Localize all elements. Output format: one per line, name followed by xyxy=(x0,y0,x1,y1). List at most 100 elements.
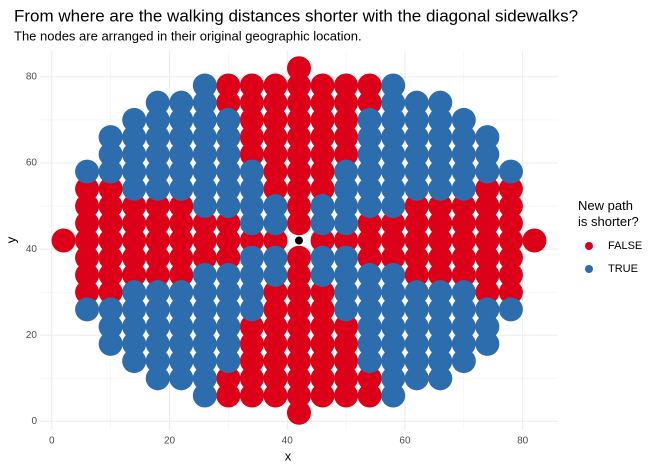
point xyxy=(310,73,335,98)
point xyxy=(216,228,241,253)
point xyxy=(498,245,523,270)
point xyxy=(334,262,359,287)
point xyxy=(192,245,217,270)
point xyxy=(498,297,523,322)
point xyxy=(451,159,476,184)
point xyxy=(239,125,264,150)
point xyxy=(145,142,170,167)
point xyxy=(451,280,476,305)
point xyxy=(451,349,476,374)
point xyxy=(287,297,311,322)
point xyxy=(357,228,382,253)
point xyxy=(404,194,429,219)
point xyxy=(192,383,217,408)
point xyxy=(310,228,335,253)
point xyxy=(310,331,335,356)
point xyxy=(357,142,382,167)
x-tick-label: 40 xyxy=(282,436,294,447)
point xyxy=(122,314,147,339)
point xyxy=(310,107,335,132)
point xyxy=(334,211,359,236)
legend-label: TRUE xyxy=(608,263,638,275)
point xyxy=(192,125,217,150)
point xyxy=(169,280,194,305)
point xyxy=(263,297,288,322)
point xyxy=(216,176,241,201)
point xyxy=(216,366,241,391)
point xyxy=(357,331,382,356)
point xyxy=(287,159,311,184)
point xyxy=(287,107,311,132)
point xyxy=(357,125,382,150)
point xyxy=(216,125,241,150)
point xyxy=(310,159,335,184)
point xyxy=(310,262,335,287)
point xyxy=(428,331,453,356)
point xyxy=(357,245,382,270)
point xyxy=(145,159,170,184)
point xyxy=(263,73,288,98)
point xyxy=(216,280,241,305)
point xyxy=(451,211,476,236)
x-tick-label: 0 xyxy=(49,436,55,447)
point xyxy=(145,211,170,236)
point xyxy=(263,383,288,408)
point xyxy=(287,90,311,115)
point xyxy=(310,176,335,201)
point xyxy=(169,349,194,374)
point xyxy=(287,400,311,425)
point xyxy=(357,366,382,391)
point xyxy=(122,211,147,236)
point xyxy=(287,194,311,219)
point xyxy=(192,211,217,236)
point xyxy=(192,142,217,167)
point xyxy=(98,228,123,253)
point xyxy=(475,262,500,287)
point xyxy=(334,90,359,115)
point xyxy=(475,331,500,356)
point xyxy=(263,280,288,305)
point xyxy=(192,262,217,287)
point xyxy=(498,280,523,305)
point xyxy=(239,211,264,236)
point xyxy=(192,73,217,98)
point xyxy=(98,194,123,219)
point xyxy=(75,176,100,201)
point xyxy=(334,125,359,150)
point xyxy=(357,262,382,287)
point xyxy=(169,142,194,167)
point xyxy=(357,314,382,339)
point xyxy=(122,176,147,201)
point xyxy=(357,176,382,201)
point xyxy=(428,142,453,167)
point xyxy=(475,176,500,201)
y-tick-label: 20 xyxy=(26,330,38,341)
point xyxy=(169,228,194,253)
point xyxy=(310,125,335,150)
point xyxy=(122,331,147,356)
point xyxy=(145,331,170,356)
point xyxy=(98,125,123,150)
point xyxy=(122,125,147,150)
legend-title: New path is shorter? xyxy=(578,198,639,229)
point xyxy=(239,297,264,322)
point xyxy=(404,176,429,201)
point xyxy=(404,90,429,115)
point xyxy=(310,245,335,270)
y-tick-label: 80 xyxy=(26,71,38,82)
point xyxy=(381,125,406,150)
point xyxy=(404,297,429,322)
point xyxy=(192,194,217,219)
point xyxy=(263,228,288,253)
point xyxy=(428,228,453,253)
x-tick-label: 80 xyxy=(517,436,529,447)
point xyxy=(122,107,147,132)
point xyxy=(145,245,170,270)
point xyxy=(216,107,241,132)
point xyxy=(239,349,264,374)
point xyxy=(216,90,241,115)
point xyxy=(145,228,170,253)
point xyxy=(381,142,406,167)
point xyxy=(404,314,429,339)
point xyxy=(357,194,382,219)
